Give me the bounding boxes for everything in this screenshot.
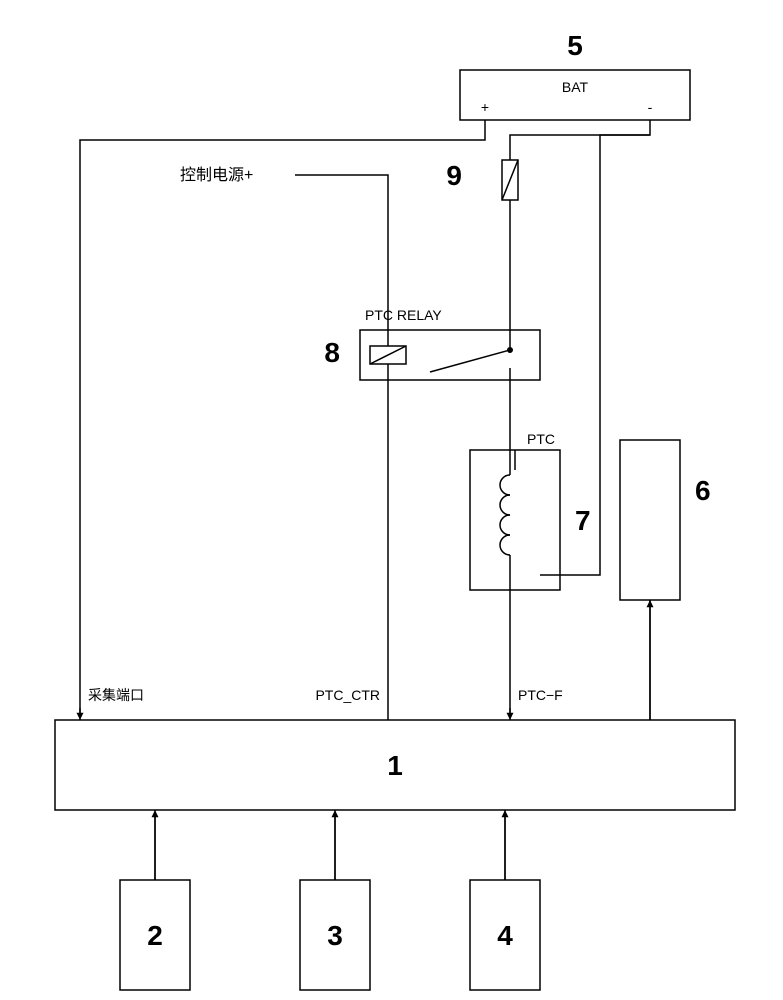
arrowhead-icon	[502, 810, 509, 817]
diagram-label: 控制电源+	[180, 166, 253, 184]
diagram-wire	[370, 346, 406, 364]
arrowhead-icon	[77, 713, 84, 720]
arrowhead-icon	[152, 810, 159, 817]
diagram-wire	[500, 475, 510, 495]
diagram-wire	[500, 495, 510, 515]
diagram-label: 采集端口	[88, 687, 144, 703]
diagram-label: +	[481, 99, 489, 115]
diagram-label: 8	[324, 337, 340, 368]
diagram-label: PTC_CTR	[315, 687, 380, 703]
diagram-label: 4	[497, 920, 513, 951]
diagram-wire	[510, 120, 650, 160]
diagram-wire	[430, 350, 510, 372]
diagram-label: 2	[147, 920, 163, 951]
diagram-box	[460, 70, 690, 120]
diagram-label: PTC RELAY	[365, 307, 442, 323]
diagram-label: PTC−F	[518, 687, 563, 703]
arrowhead-icon	[332, 810, 339, 817]
diagram-wire	[80, 120, 485, 718]
diagram-label: 5	[567, 30, 583, 61]
diagram-box	[620, 440, 680, 600]
diagram-wire	[500, 515, 510, 535]
diagram-label: BAT	[562, 79, 589, 95]
arrowhead-icon	[507, 713, 514, 720]
diagram-label: -	[648, 99, 653, 115]
diagram-label: PTC	[527, 431, 555, 447]
diagram-wire	[500, 535, 510, 555]
diagram-wire	[502, 160, 518, 200]
diagram-box	[470, 450, 560, 590]
diagram-label: 7	[575, 505, 591, 536]
diagram-label: 1	[387, 750, 403, 781]
diagram-label: 6	[695, 475, 711, 506]
diagram-wire	[560, 135, 650, 575]
diagram-label: 3	[327, 920, 343, 951]
diagram-label: 9	[446, 160, 462, 191]
